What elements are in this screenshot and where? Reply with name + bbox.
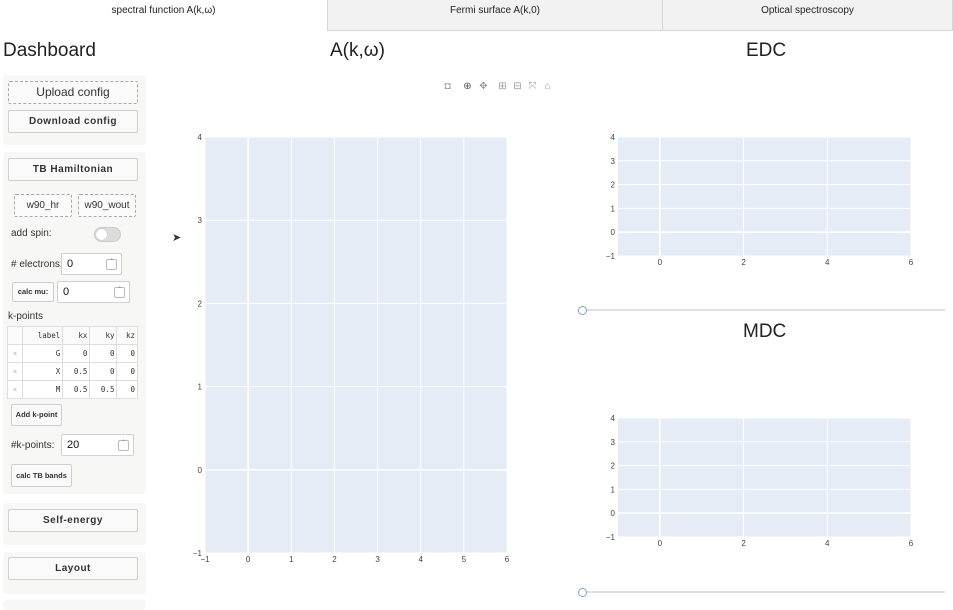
zoom-icon[interactable]: ⊕ xyxy=(463,81,472,92)
x-tick-label: 0 xyxy=(658,539,663,548)
y-tick-label: −1 xyxy=(606,252,616,261)
plot-area xyxy=(618,137,911,256)
nk-value: 20 xyxy=(67,439,80,451)
edc-plot-title: EDC xyxy=(746,40,787,61)
x-tick-label: −1 xyxy=(200,555,210,564)
y-tick-label: 1 xyxy=(611,485,616,494)
plot-area xyxy=(205,137,507,553)
header-label: label xyxy=(21,326,64,345)
y-tick-label: 4 xyxy=(198,133,203,142)
w90-wout-upload-button[interactable]: w90_wout xyxy=(78,194,136,217)
table-row[interactable]: × M 0.5 0.5 0 xyxy=(7,380,138,399)
electrons-input[interactable]: 0 ⌃ xyxy=(61,253,122,275)
add-spin-toggle[interactable] xyxy=(94,227,121,242)
electrons-label: # electrons: xyxy=(11,259,63,270)
tab-fermi-surface[interactable]: Fermi surface A(k,0) xyxy=(327,0,663,31)
y-tick-label: 4 xyxy=(611,133,616,142)
y-tick-label: −1 xyxy=(193,549,203,558)
akw-plot[interactable]: −1 0 1 2 3 4 −1 0 1 2 3 4 5 6 xyxy=(193,133,510,564)
upload-config-button[interactable]: Upload config xyxy=(8,81,138,104)
y-tick-label: −1 xyxy=(606,533,616,542)
edc-plot[interactable]: −1 0 1 2 3 4 0 2 4 6 xyxy=(606,133,914,267)
edc-slider-handle[interactable] xyxy=(578,306,587,315)
extra-panel xyxy=(3,600,146,610)
zoom-in-icon[interactable]: ⊞ xyxy=(498,81,507,92)
x-tick-label: 6 xyxy=(505,555,510,564)
plot-area xyxy=(618,418,911,537)
autoscale-icon[interactable]: ⤧ xyxy=(528,81,537,92)
w90-hr-upload-button[interactable]: w90_hr xyxy=(14,194,72,217)
add-kpoint-button[interactable]: Add k-point xyxy=(11,404,62,426)
camera-icon[interactable]: ◘ xyxy=(444,81,451,92)
x-tick-label: 4 xyxy=(418,555,423,564)
x-tick-label: 6 xyxy=(909,258,914,267)
header-kx: kx xyxy=(62,326,91,345)
mu-value: 0 xyxy=(63,286,70,298)
header-kz: kz xyxy=(116,326,138,345)
toggle-knob xyxy=(96,229,107,240)
tab-spectral-function[interactable]: spectral function A(k,ω) xyxy=(0,0,327,31)
pan-icon[interactable]: ✥ xyxy=(479,81,488,92)
y-tick-label: 1 xyxy=(611,204,616,213)
y-tick-label: 2 xyxy=(198,299,203,308)
calc-mu-button[interactable]: calc mu: xyxy=(12,282,54,302)
y-tick-label: 0 xyxy=(198,466,203,475)
table-row[interactable]: × X 0.5 0 0 xyxy=(7,362,138,381)
electrons-value: 0 xyxy=(67,258,74,270)
mu-input[interactable]: 0 ⌃ xyxy=(57,281,130,303)
x-tick-label: 6 xyxy=(909,539,914,548)
table-row[interactable]: × G 0 0 0 xyxy=(7,344,138,363)
akw-plot-title: A(k,ω) xyxy=(330,40,385,61)
x-tick-label: 2 xyxy=(741,539,746,548)
tb-hamiltonian-button[interactable]: TB Hamiltonian xyxy=(8,158,138,181)
y-tick-label: 2 xyxy=(611,181,616,190)
mdc-slider-handle[interactable] xyxy=(578,588,587,597)
x-tick-label: 0 xyxy=(658,258,663,267)
kpoints-table: label kx ky kz × G 0 0 0 × X 0.5 0 0 × M… xyxy=(7,326,138,399)
kpoints-label: k-points xyxy=(8,311,44,322)
zoom-out-icon[interactable]: ⊟ xyxy=(513,81,522,92)
cell-label[interactable]: G xyxy=(21,344,64,363)
mdc-plot[interactable]: −1 0 1 2 3 4 0 2 4 6 xyxy=(606,414,914,548)
download-config-button[interactable]: Download config xyxy=(8,110,138,133)
cell-label[interactable]: M xyxy=(21,380,64,399)
y-tick-label: 0 xyxy=(611,509,616,518)
x-tick-label: 3 xyxy=(375,555,380,564)
cell-ky[interactable]: 0 xyxy=(89,362,118,381)
y-tick-label: 3 xyxy=(198,216,203,225)
mdc-plot-title: MDC xyxy=(743,321,787,342)
calc-tb-bands-button[interactable]: calc TB bands xyxy=(11,464,72,487)
x-tick-label: 2 xyxy=(332,555,337,564)
y-tick-label: 1 xyxy=(198,383,203,392)
mdc-slider-track[interactable] xyxy=(582,591,945,593)
mouse-cursor-icon: ➤ xyxy=(172,232,182,244)
x-tick-label: 2 xyxy=(741,258,746,267)
add-spin-label: add spin: xyxy=(11,228,52,239)
mu-stepper-icon[interactable]: ⌃ xyxy=(114,287,125,298)
cell-ky[interactable]: 0.5 xyxy=(89,380,118,399)
y-tick-label: 2 xyxy=(611,462,616,471)
x-tick-label: 5 xyxy=(462,555,467,564)
nk-label: #k-points: xyxy=(11,440,55,451)
y-tick-label: 0 xyxy=(611,228,616,237)
nk-stepper-icon[interactable]: ⌃ xyxy=(118,440,129,451)
self-energy-button[interactable]: Self-energy xyxy=(8,509,138,532)
y-tick-label: 3 xyxy=(611,157,616,166)
x-tick-label: 4 xyxy=(825,539,830,548)
cell-kz[interactable]: 0 xyxy=(116,380,138,399)
x-tick-label: 1 xyxy=(289,555,294,564)
dashboard-title: Dashboard xyxy=(3,40,96,61)
nk-input[interactable]: 20 ⌃ xyxy=(61,434,134,456)
edc-slider-track[interactable] xyxy=(582,309,945,311)
tab-optical-spectroscopy[interactable]: Optical spectroscopy xyxy=(663,0,953,31)
y-tick-label: 3 xyxy=(611,438,616,447)
reset-axes-icon[interactable]: ⌂ xyxy=(544,81,551,92)
electrons-stepper-icon[interactable]: ⌃ xyxy=(106,259,117,270)
x-tick-label: 4 xyxy=(825,258,830,267)
y-tick-label: 4 xyxy=(611,414,616,423)
cell-kx[interactable]: 0.5 xyxy=(62,362,91,381)
x-tick-label: 0 xyxy=(246,555,251,564)
layout-button[interactable]: Layout xyxy=(8,557,138,580)
